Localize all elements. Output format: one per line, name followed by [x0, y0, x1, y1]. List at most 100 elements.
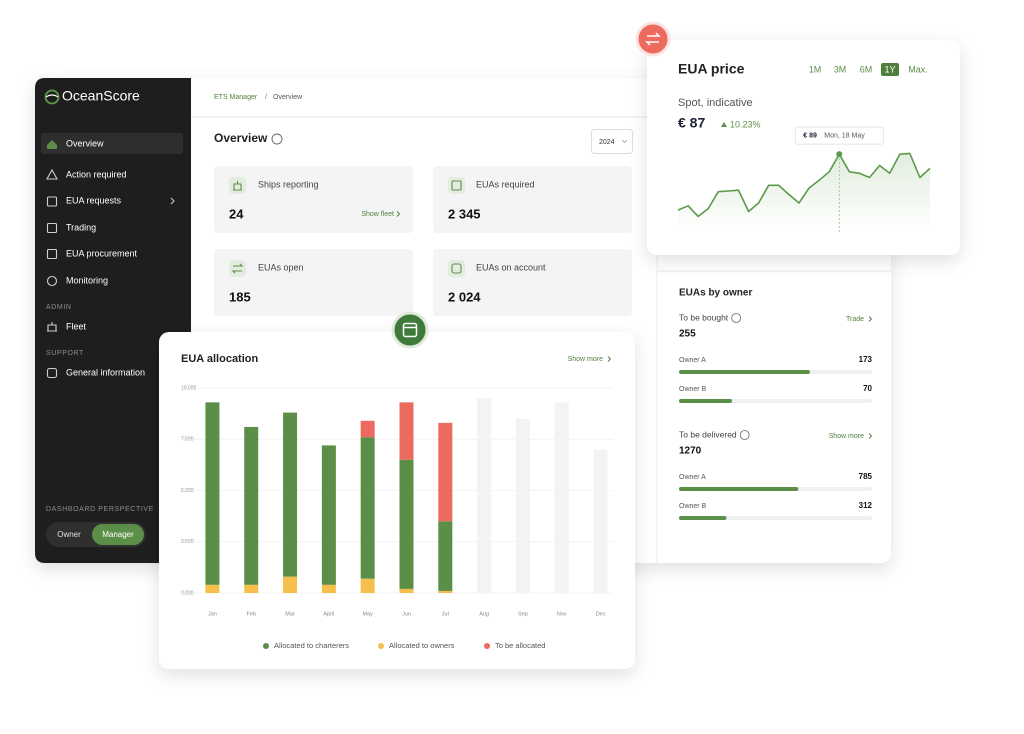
calendar-badge [391, 311, 429, 349]
bar-segment [283, 576, 298, 593]
x-tick-label: Sep [518, 611, 528, 617]
bar-segment [205, 402, 220, 585]
bar-segment [399, 459, 414, 589]
card-icon [229, 177, 246, 194]
toggle-option[interactable]: Manager [102, 530, 134, 539]
eua-allocation-card: EUA allocation Show more 0.0002.5005.000… [159, 311, 635, 669]
range-option[interactable]: 1Y [884, 64, 895, 74]
owner-name: Owner B [679, 386, 707, 393]
card-icon [448, 177, 465, 194]
x-tick-label: April [323, 611, 334, 617]
nav-item[interactable]: Overview [66, 138, 104, 148]
toggle-active [92, 524, 144, 545]
overview: ETS Manager / Overview Overview 2024 Shi… [191, 94, 655, 316]
stat-card [214, 166, 413, 233]
nav-item[interactable]: Monitoring [66, 275, 108, 285]
up-arrow [721, 122, 727, 127]
breadcrumb-item[interactable]: ETS Manager [214, 94, 258, 101]
chevron [621, 139, 628, 144]
placeholder-bar [515, 418, 530, 593]
logo-wave [45, 94, 59, 98]
panel-title: EUAs by owner [679, 288, 752, 299]
icon-wallet [451, 263, 462, 274]
range-active-bg [881, 63, 899, 76]
nav-item[interactable]: General information [66, 367, 145, 377]
bar-segment [438, 422, 453, 522]
range-option[interactable]: 1M [809, 64, 822, 74]
card-label: EUAs on account [476, 262, 546, 272]
range-option[interactable]: 3M [834, 64, 847, 74]
legend-swatch [263, 643, 269, 649]
group-link[interactable]: Trade [846, 316, 864, 323]
icon-trading [46, 222, 58, 234]
bar-segment [360, 437, 375, 579]
chevron [396, 211, 401, 217]
chevron [607, 356, 612, 362]
card-link[interactable]: Show fleet [361, 211, 394, 218]
price: € 87 [678, 115, 705, 131]
card-label: EUAs required [476, 179, 535, 189]
breadcrumb-item: Overview [273, 94, 303, 101]
group-label: To be delivered [679, 429, 737, 439]
price-line [677, 152, 931, 218]
toggle-option[interactable]: Owner [57, 530, 81, 539]
logo: OceanScore [62, 88, 140, 104]
card-link[interactable]: Show more [568, 356, 604, 363]
progress-bar [679, 370, 810, 374]
x-tick-label: Mar [285, 611, 295, 617]
icon-ship [233, 181, 242, 191]
nav-item[interactable]: EUA requests [66, 195, 122, 205]
owner-value: 785 [859, 472, 873, 481]
nav-item[interactable]: Fleet [66, 321, 87, 331]
range-option[interactable]: Max. [908, 64, 928, 74]
group-link[interactable]: Show more [829, 433, 865, 440]
bar-segment [438, 590, 453, 593]
nav-item[interactable]: Action required [66, 169, 127, 179]
info-icon [739, 430, 750, 440]
progress-bar [679, 487, 799, 491]
stat-card [433, 249, 632, 316]
subtitle: Spot, indicative [678, 97, 753, 109]
chevron [868, 316, 873, 322]
x-tick-label: Feb [246, 611, 255, 617]
chevron [868, 433, 873, 439]
section-label: DASHBOARD PERSPECTIVE [46, 506, 154, 513]
stat-card [433, 166, 632, 233]
x-tick-label: Jun [402, 611, 411, 617]
x-tick-label: Nov [557, 611, 567, 617]
calendar-icon [402, 322, 418, 338]
sidebar-bg [35, 78, 191, 563]
card-label: Ships reporting [258, 179, 319, 189]
breadcrumb-separator: / [265, 94, 267, 101]
icon-request [46, 196, 58, 207]
bar-segment [360, 578, 375, 593]
legend-swatch [378, 643, 384, 649]
price-area [678, 153, 930, 232]
progress-bar [679, 516, 727, 520]
x-tick-label: Aug [479, 611, 489, 617]
logo-icon [44, 89, 60, 105]
owner-name: Owner A [679, 474, 706, 481]
price-change: 10.23% [730, 119, 761, 129]
owner-value: 70 [863, 384, 872, 393]
card-title: EUA price [678, 61, 745, 77]
year-select[interactable] [591, 129, 633, 154]
card-icon [229, 260, 246, 277]
legend-label: Allocated to owners [389, 641, 455, 650]
nav-item[interactable]: EUA procurement [66, 248, 138, 258]
stat-card [214, 249, 413, 316]
range-option[interactable]: 6M [860, 64, 873, 74]
icon-info [46, 367, 58, 379]
icon-calendar [451, 180, 462, 191]
nav-item[interactable]: Trading [66, 222, 96, 232]
chevron [170, 197, 175, 205]
bar-segment [438, 521, 453, 591]
x-tick-label: May [362, 611, 373, 617]
swap-badge [635, 21, 671, 57]
icon-exchange [231, 263, 244, 274]
icon-warning [46, 168, 58, 180]
icon-home [47, 140, 57, 149]
icon-procurement [46, 248, 58, 260]
